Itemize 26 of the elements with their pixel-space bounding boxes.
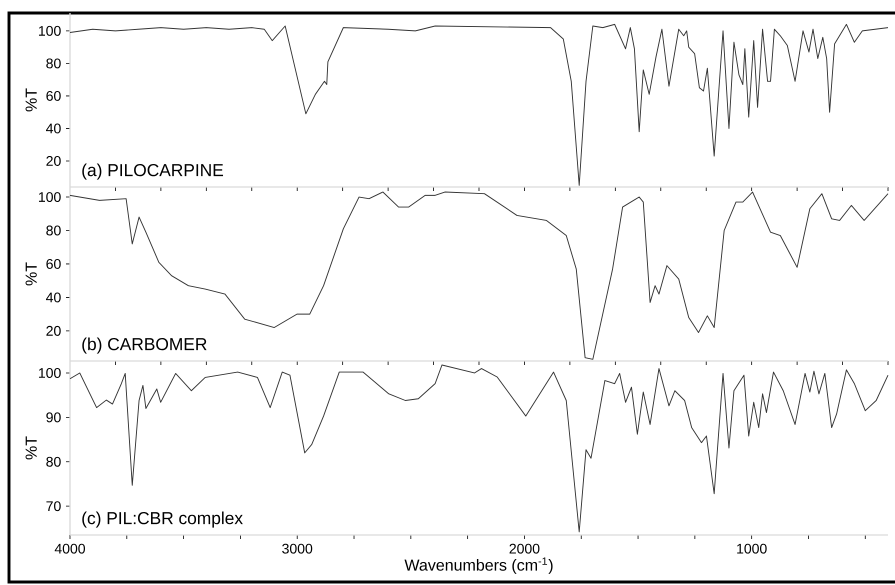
x-tick-label: 4000: [54, 544, 86, 554]
y-tick-label: 40: [46, 124, 61, 134]
y-axis-title: %T: [26, 436, 37, 460]
y-tick-label: 100: [38, 368, 61, 378]
y-tick-label: 60: [46, 90, 61, 101]
x-axis-title: Wavenumbers (cm$^{-1}$): [404, 557, 553, 574]
y-tick-label: 90: [46, 412, 61, 422]
y-tick-label: 80: [46, 226, 61, 236]
y-tick-label: 70: [46, 501, 61, 512]
y-tick-label: 60: [46, 259, 61, 269]
y-axis-title: %T: [26, 262, 37, 286]
y-tick-label: 100: [38, 192, 61, 202]
y-axis-title: %T: [26, 88, 37, 112]
y-tick-label: 80: [46, 58, 61, 68]
x-tick-label: 1000: [737, 544, 767, 554]
y-tick-label: 20: [46, 156, 61, 166]
y-tick-label: 80: [46, 456, 61, 467]
x-tick-label: 3000: [282, 544, 312, 554]
annotation: (b) CARBOMER: [82, 338, 207, 354]
annotation: (a) PILOCARPINE: [82, 164, 224, 180]
line-series: [70, 364, 888, 532]
annotation: (c) PIL:CBR complex: [82, 512, 243, 528]
y-tick-label: 100: [38, 26, 61, 36]
y-tick-label: 20: [46, 326, 61, 336]
y-tick-label: 40: [46, 292, 61, 302]
x-tick-label: 2000: [510, 544, 540, 554]
